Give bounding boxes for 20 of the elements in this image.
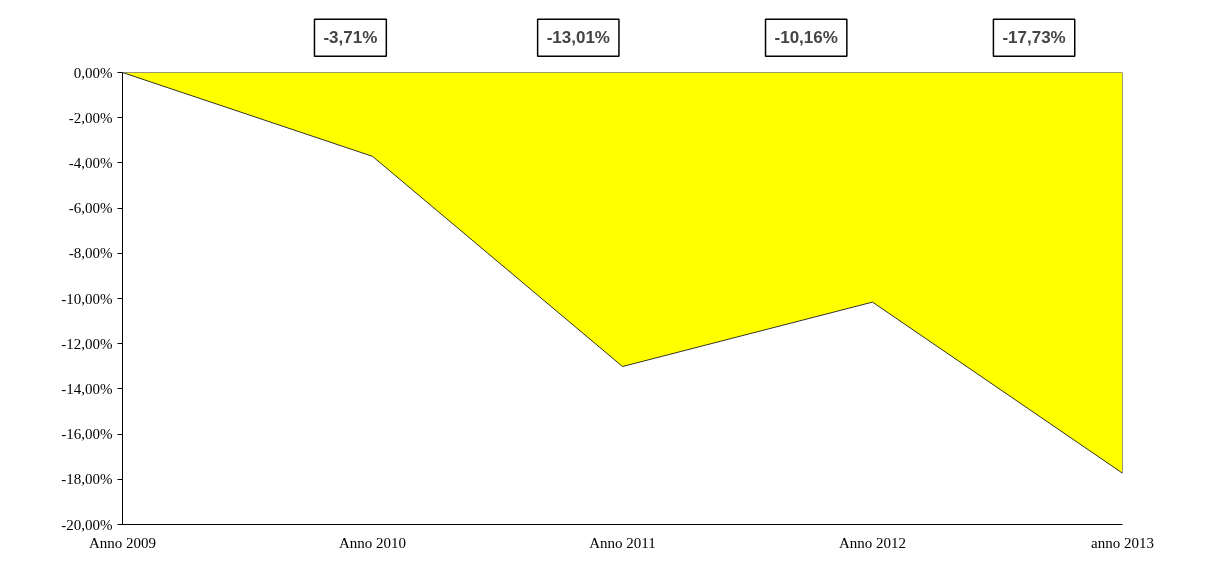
y-tick-label: -6,00% xyxy=(68,200,113,217)
y-tick-label: -12,00% xyxy=(61,335,113,352)
x-tick-label: anno 2013 xyxy=(1091,534,1154,551)
y-tick-label: -8,00% xyxy=(68,245,113,262)
data-label: -17,73% xyxy=(1002,28,1066,48)
y-tick-label: -4,00% xyxy=(68,154,113,171)
x-tick-label: Anno 2011 xyxy=(589,534,656,551)
y-tick-label: -14,00% xyxy=(61,380,113,397)
data-label: -3,71% xyxy=(323,28,378,48)
x-tick-label: Anno 2009 xyxy=(88,534,157,551)
data-label: -10,16% xyxy=(774,28,838,48)
y-tick-label: -20,00% xyxy=(61,516,113,533)
y-tick-label: -10,00% xyxy=(61,290,113,307)
y-tick-label: -16,00% xyxy=(61,426,113,443)
x-tick-label: Anno 2012 xyxy=(838,534,907,551)
y-tick-label: -18,00% xyxy=(61,471,113,488)
data-label: -13,01% xyxy=(546,28,610,48)
y-tick-label: 0,00% xyxy=(73,64,113,81)
y-tick-label: -2,00% xyxy=(68,109,113,126)
x-tick-label: Anno 2010 xyxy=(338,534,407,551)
